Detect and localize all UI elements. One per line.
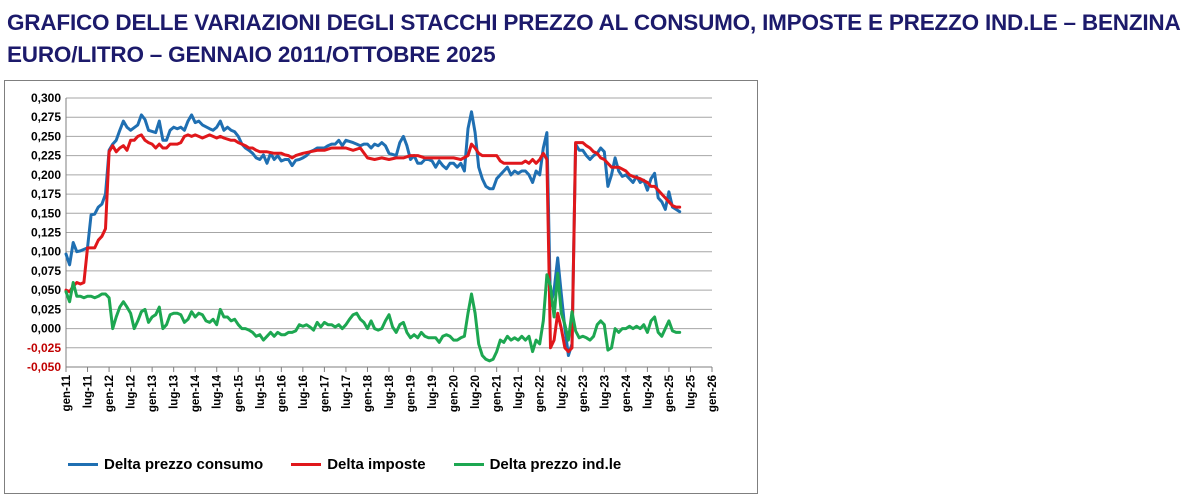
chart-title-line-2: EURO/LITRO – GENNAIO 2011/OTTOBRE 2025 <box>7 42 496 67</box>
x-tick-label: gen-22 <box>535 375 547 412</box>
x-tick-label: gen-18 <box>362 374 374 412</box>
legend-label-consumo: Delta prezzo consumo <box>104 455 264 473</box>
chart-title: GRAFICO DELLE VARIAZIONI DEGLI STACCHI P… <box>7 7 1184 71</box>
x-tick-label: lug-23 <box>599 375 611 409</box>
y-tick-label: 0,050 <box>31 283 61 297</box>
legend-swatch-consumo <box>68 462 98 466</box>
x-tick-label: gen-11 <box>61 374 73 411</box>
y-tick-label: 0,200 <box>31 168 61 182</box>
y-tick-label: 0,025 <box>31 302 61 316</box>
x-tick-label: gen-12 <box>104 375 116 412</box>
y-tick-label: 0,150 <box>31 206 61 220</box>
y-tick-label: -0,050 <box>27 360 61 374</box>
x-tick-label: lug-20 <box>470 375 482 409</box>
series-line-delta-prezzo-consumo <box>64 110 682 357</box>
legend-label-imposte: Delta imposte <box>327 455 426 473</box>
x-tick-label: gen-19 <box>406 375 418 412</box>
chart-title-line-1: GRAFICO DELLE VARIAZIONI DEGLI STACCHI P… <box>7 10 1184 35</box>
x-tick-label: lug-21 <box>513 374 525 408</box>
x-tick-label: lug-22 <box>556 375 568 409</box>
x-tick-label: lug-19 <box>427 375 439 409</box>
x-tick-label: gen-13 <box>147 375 159 412</box>
x-tick-label: gen-24 <box>621 374 633 412</box>
y-tick-label: 0,125 <box>31 226 61 240</box>
y-tick-label: 0,075 <box>31 264 61 278</box>
x-tick-label: gen-26 <box>707 375 719 412</box>
x-tick-label: lug-16 <box>298 375 310 409</box>
x-tick-label: gen-14 <box>190 374 202 412</box>
x-tick-label: gen-17 <box>319 375 331 412</box>
series-line-delta-prezzo-ind <box>64 271 682 363</box>
x-tick-label: lug-11 <box>83 374 95 408</box>
x-tick-label: lug-18 <box>384 374 396 408</box>
y-tick-label: 0,275 <box>31 110 61 124</box>
y-tick-label: 0,300 <box>31 91 61 105</box>
x-tick-label: gen-23 <box>578 375 590 412</box>
x-tick-label: lug-17 <box>341 375 353 409</box>
legend-swatch-ind <box>453 462 484 466</box>
x-tick-label: gen-21 <box>492 374 504 412</box>
legend-item-ind: Delta prezzo ind.le <box>453 455 622 473</box>
x-tick-label: gen-15 <box>233 374 245 412</box>
x-tick-label: lug-13 <box>169 375 181 409</box>
x-tick-label: lug-15 <box>255 374 267 408</box>
x-tick-label: gen-20 <box>449 375 461 412</box>
legend-swatch-imposte <box>291 462 322 466</box>
y-tick-label: 0,225 <box>31 149 61 163</box>
series-line-delta-imposte <box>64 133 682 354</box>
y-tick-label: 0,000 <box>31 322 61 336</box>
legend-item-consumo: Delta prezzo consumo <box>68 456 263 473</box>
y-tick-label: -0,025 <box>27 341 61 355</box>
y-tick-label: 0,175 <box>31 187 61 201</box>
x-tick-label: gen-16 <box>276 375 288 412</box>
x-tick-label: gen-25 <box>664 374 676 412</box>
chart-frame <box>4 80 758 494</box>
x-tick-label: lug-14 <box>212 374 224 408</box>
x-tick-label: lug-24 <box>642 374 654 408</box>
y-tick-label: 0,250 <box>31 129 61 143</box>
legend-item-imposte: Delta imposte <box>291 455 426 473</box>
legend-label-ind: Delta prezzo ind.le <box>489 455 622 473</box>
x-tick-label: lug-25 <box>685 374 697 408</box>
x-tick-label: lug-12 <box>126 375 138 409</box>
y-tick-label: 0,100 <box>31 245 61 259</box>
chart-legend: Delta prezzo consumo Delta imposte Delta… <box>68 452 649 476</box>
